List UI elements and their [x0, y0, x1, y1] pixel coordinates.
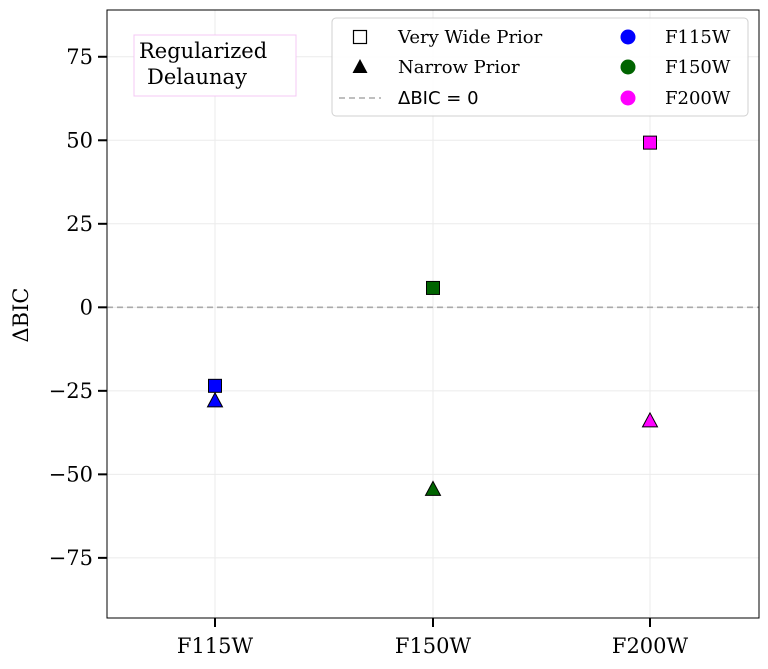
legend-label: F150W [665, 57, 731, 78]
legend-color-dot [620, 90, 636, 106]
legend-square-marker [352, 29, 368, 45]
axes: −75 −50 −25 0 25 50 75 F115W F150W F200W [49, 45, 689, 658]
annotation-line-2: Delaunay [147, 65, 247, 89]
point-triangle [424, 480, 442, 496]
y-axis-label: ΔBIC [9, 288, 33, 343]
y-tick-label: −50 [49, 462, 93, 486]
y-tick-label: 0 [80, 295, 93, 319]
x-tick-label: F150W [395, 634, 472, 658]
point-square [426, 280, 440, 295]
x-tick-label: F115W [177, 634, 254, 658]
legend-label: Narrow Prior [398, 57, 520, 78]
point-square [208, 378, 222, 393]
y-tick-label: 75 [66, 45, 93, 69]
legend: Very Wide Prior Narrow Prior ΔBIC = 0 F115W… [331, 17, 749, 117]
y-tick-label: −75 [49, 546, 93, 570]
y-tick-label: −25 [49, 379, 93, 403]
annotation-line-1: Regularized [139, 39, 267, 63]
data-points [206, 135, 659, 496]
legend-label: Very Wide Prior [397, 27, 543, 48]
legend-triangle-marker [352, 59, 368, 73]
legend-label: F115W [665, 27, 731, 48]
legend-color-dot [620, 59, 636, 75]
point-triangle [206, 391, 224, 408]
annotation-box: Regularized Delaunay [133, 34, 297, 97]
y-tick-label: 25 [66, 212, 93, 236]
x-tick-label: F200W [612, 634, 689, 658]
y-tick-label: 50 [66, 128, 93, 152]
point-triangle [641, 411, 659, 428]
point-square [643, 135, 657, 150]
annotation-frame [133, 34, 297, 97]
legend-frame [331, 17, 749, 117]
legend-color-dot [620, 29, 636, 45]
legend-label: F200W [665, 88, 731, 109]
legend-label: ΔBIC = 0 [398, 88, 479, 109]
